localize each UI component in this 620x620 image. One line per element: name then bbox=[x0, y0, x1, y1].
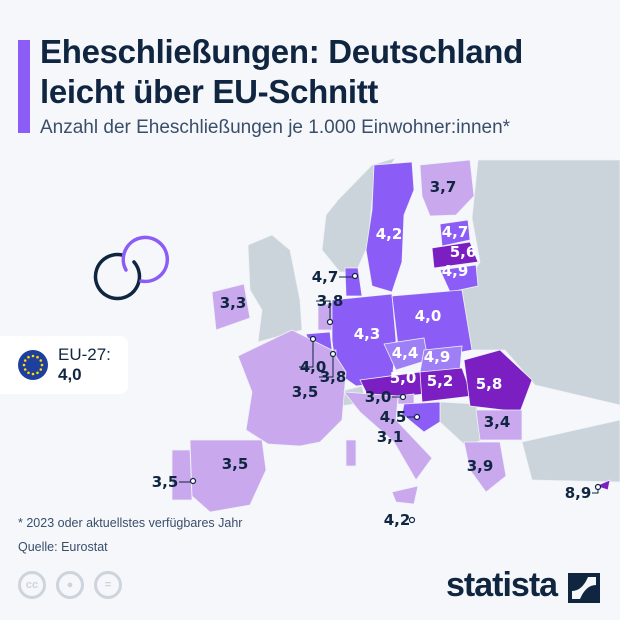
country-ireland bbox=[211, 283, 251, 331]
callout-dot bbox=[594, 483, 602, 491]
page-title: Eheschließungen: Deutschland leicht über… bbox=[40, 32, 523, 112]
value-label: 4,5 bbox=[380, 408, 407, 426]
callout-dot bbox=[189, 477, 197, 485]
star-icon bbox=[22, 363, 26, 367]
country-cyprus bbox=[594, 479, 611, 491]
country-latvia bbox=[431, 241, 479, 269]
source: Quelle: Eurostat bbox=[18, 540, 108, 554]
title-line-2: leicht über EU-Schnitt bbox=[40, 73, 379, 110]
star-icon bbox=[27, 371, 30, 375]
callout-dot bbox=[413, 413, 421, 421]
eu-average-box: EU-27: 4,0 bbox=[0, 336, 128, 394]
value-label: 5,0 bbox=[390, 369, 417, 387]
statista-logo-icon bbox=[568, 573, 600, 603]
value-label: 4,3 bbox=[354, 325, 381, 343]
value-label: 4,7 bbox=[312, 268, 339, 286]
value-label: 4,0 bbox=[415, 307, 442, 325]
country-spain bbox=[189, 439, 267, 513]
country-bulgaria bbox=[475, 409, 523, 441]
value-label: 3,5 bbox=[222, 455, 249, 473]
value-label: 5,6 bbox=[450, 243, 477, 261]
value-label: 5,8 bbox=[476, 375, 503, 393]
region-balkans bbox=[439, 401, 483, 447]
country-lithuania bbox=[439, 264, 479, 293]
statista-logo[interactable]: statista bbox=[446, 566, 558, 604]
country-sardinia bbox=[345, 439, 357, 467]
value-label: 3,8 bbox=[320, 368, 347, 386]
country-italy bbox=[343, 391, 433, 481]
callout-dot bbox=[326, 318, 334, 326]
value-label: 4,7 bbox=[442, 223, 469, 241]
country-finland bbox=[419, 159, 475, 217]
value-label: 3,5 bbox=[292, 383, 319, 401]
star-icon bbox=[36, 355, 39, 359]
callout-dot bbox=[309, 335, 317, 343]
country-france bbox=[237, 329, 347, 447]
value-label: 5,2 bbox=[427, 372, 454, 390]
country-denmark bbox=[344, 267, 363, 297]
value-label: 4,2 bbox=[376, 225, 403, 243]
country-croatia bbox=[401, 401, 441, 433]
region-turkey bbox=[521, 419, 620, 483]
cc-icon[interactable]: cc bbox=[18, 571, 46, 599]
title-line-1: Eheschließungen: Deutschland bbox=[40, 33, 524, 70]
eu-average-value: 4,0 bbox=[58, 365, 82, 384]
region-uk bbox=[247, 234, 303, 343]
value-label: 3,0 bbox=[365, 388, 392, 406]
country-sicily bbox=[391, 485, 419, 505]
value-label: 3,7 bbox=[430, 178, 457, 196]
star-icon bbox=[27, 355, 30, 359]
callout-line bbox=[316, 300, 331, 322]
country-portugal bbox=[171, 449, 193, 501]
star-icon bbox=[23, 359, 27, 362]
wedding-rings-icon bbox=[93, 235, 170, 301]
value-label: 3,5 bbox=[152, 473, 179, 491]
value-label: 4,4 bbox=[392, 344, 419, 362]
eu-flag-icon bbox=[18, 350, 48, 380]
star-icon bbox=[39, 359, 43, 362]
value-label: 3,3 bbox=[220, 294, 247, 312]
footnote: * 2023 oder aktuellstes verfügbares Jahr bbox=[18, 516, 243, 530]
value-label: 3,4 bbox=[484, 413, 511, 431]
no-derivatives-icon[interactable]: = bbox=[94, 571, 122, 599]
value-label: 3,1 bbox=[377, 428, 404, 446]
value-label: 4,0 bbox=[300, 358, 327, 376]
callout-dot bbox=[351, 272, 359, 280]
attribution-icon[interactable]: ● bbox=[56, 571, 84, 599]
callout-dot bbox=[399, 393, 407, 401]
region-east bbox=[461, 159, 620, 406]
value-label: 4,2 bbox=[384, 511, 411, 529]
star-icon bbox=[31, 354, 35, 358]
accent-bar bbox=[18, 40, 30, 133]
callout-line bbox=[319, 354, 334, 378]
value-label: 4,9 bbox=[424, 348, 451, 366]
callout-dot bbox=[408, 516, 416, 524]
star-icon bbox=[40, 363, 44, 367]
country-estonia bbox=[439, 219, 471, 247]
value-label: 3,9 bbox=[467, 457, 494, 475]
value-label: 4,9 bbox=[442, 262, 469, 280]
value-label: 3,8 bbox=[317, 292, 344, 310]
star-icon bbox=[39, 368, 43, 371]
country-sweden bbox=[365, 161, 415, 293]
value-label: 8,9 bbox=[565, 484, 592, 502]
star-icon bbox=[23, 368, 27, 371]
star-icon bbox=[36, 371, 39, 375]
callout-line bbox=[299, 339, 314, 368]
country-greece bbox=[463, 441, 507, 493]
callout-dot bbox=[329, 350, 337, 358]
star-icon bbox=[31, 372, 35, 376]
eu-average-label: EU-27: bbox=[58, 345, 111, 364]
country-romania bbox=[463, 349, 533, 413]
subtitle: Anzahl der Eheschließungen je 1.000 Einw… bbox=[40, 117, 511, 138]
